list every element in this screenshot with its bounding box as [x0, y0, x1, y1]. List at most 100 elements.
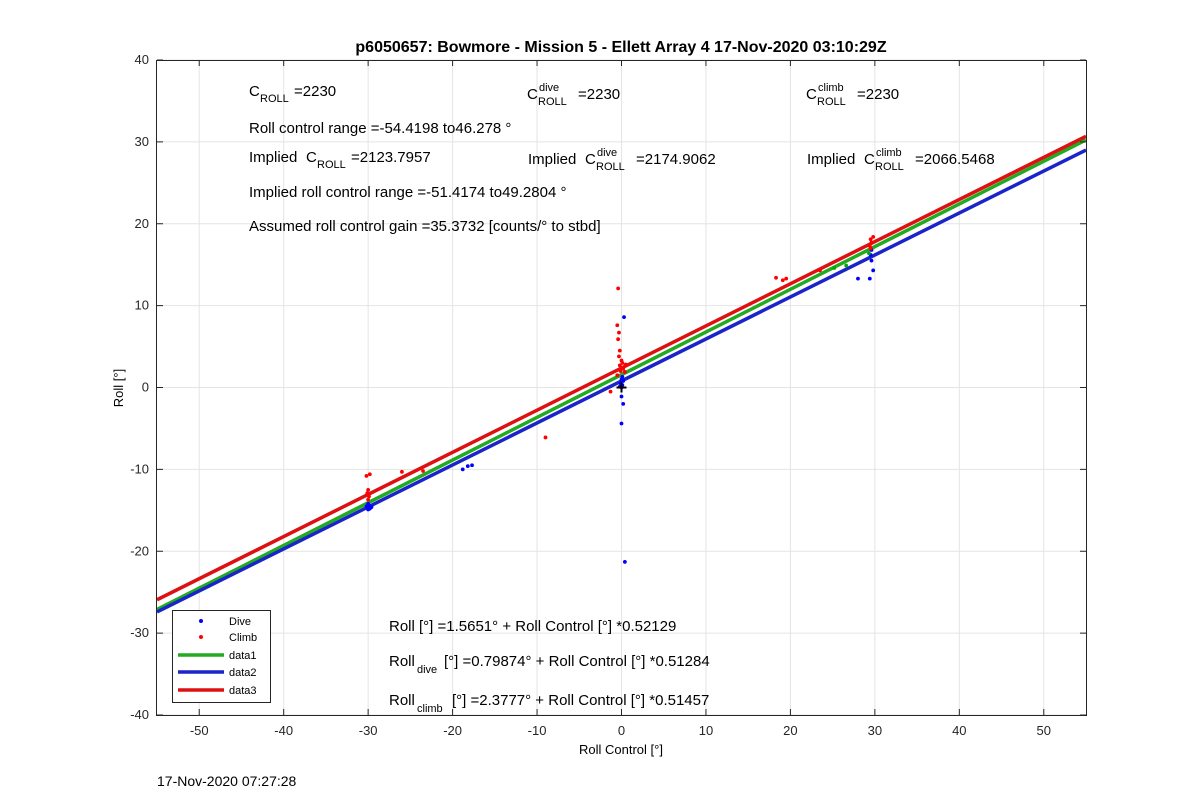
point-climb — [622, 370, 627, 374]
legend-label-data2: data2 — [229, 667, 257, 679]
x-tick-label: 10 — [699, 723, 713, 738]
y-tick-label: 10 — [135, 298, 149, 313]
annotation-implied-dive-prefix: Implied — [528, 151, 576, 168]
point-climb — [366, 487, 371, 492]
point-climb — [616, 337, 621, 342]
annotation-implied-roll-range: Implied roll control range =-51.4174 to4… — [249, 184, 566, 201]
x-axis-label: Roll Control [°] — [579, 742, 663, 757]
point-dive — [460, 467, 465, 472]
annotation-implied-c-roll-dive-sub: ROLL — [596, 161, 625, 173]
annotation-implied-c-roll-climb-sub: ROLL — [875, 161, 904, 173]
x-tick-label: -20 — [443, 723, 462, 738]
point-climb — [367, 494, 371, 499]
y-tick-label: 40 — [135, 52, 149, 67]
point-dive — [869, 258, 874, 263]
plot-data-layer — [157, 134, 1086, 614]
annotation-c-roll-climb: C ROLL climb =2230 — [806, 82, 899, 108]
point-climb — [608, 389, 613, 394]
annotation-c-roll-c: C — [249, 83, 260, 100]
x-tick-label: 20 — [783, 723, 797, 738]
point-climb — [617, 348, 622, 353]
x-tick-label: 40 — [952, 723, 966, 738]
x-tick-label: -30 — [359, 723, 378, 738]
point-dive — [470, 463, 474, 468]
point-climb — [868, 237, 873, 242]
point-dive — [619, 421, 624, 426]
point-climb — [623, 362, 628, 367]
x-tick-label: -10 — [528, 723, 547, 738]
y-axis-label: Roll [°] — [111, 369, 126, 407]
annotation-c-roll-dive: C ROLL dive =2230 — [527, 82, 620, 108]
point-climb-green — [832, 266, 837, 270]
point-dive — [871, 268, 876, 273]
annotation-c-roll-climb-value: =2230 — [857, 86, 899, 103]
point-climb — [617, 363, 622, 368]
plot-clipped-group — [157, 134, 1086, 614]
legend-label-data3: data3 — [229, 685, 257, 697]
annotation-fit-climb-rest: [°] =2.3777° + Roll Control [°] *0.51457 — [452, 692, 709, 709]
point-climb — [615, 373, 620, 378]
x-tick-label: 50 — [1037, 723, 1051, 738]
point-dive — [622, 315, 626, 319]
point-climb — [621, 366, 626, 371]
annotation-c-roll-climb-sub: ROLL — [817, 96, 846, 108]
annotation-c-roll-climb-sup: climb — [818, 82, 844, 94]
point-dive — [364, 504, 369, 509]
y-tick-label: -40 — [130, 707, 149, 722]
x-tick-label: 30 — [868, 723, 882, 738]
legend-label-data1: data1 — [229, 650, 257, 662]
point-climb — [421, 469, 425, 473]
point-climb-green — [844, 263, 849, 268]
legend-label-climb: Climb — [229, 632, 257, 644]
point-climb — [367, 472, 372, 477]
point-climb — [774, 275, 778, 280]
point-climb — [784, 276, 789, 281]
annotation-fit-dive-sub: dive — [417, 664, 437, 676]
annotation-c-roll-dive-sub: ROLL — [538, 96, 567, 108]
point-climb — [365, 491, 370, 496]
point-climb — [871, 234, 876, 239]
legend-marker-climb — [199, 635, 203, 639]
point-climb — [364, 474, 369, 478]
annotation-implied-c-roll-c: C — [306, 149, 317, 166]
annotation-implied-c-roll: C ROLL =2123.7957 — [306, 149, 431, 171]
annotation-c-roll-sub: ROLL — [260, 93, 289, 105]
legend-label-dive: Dive — [229, 616, 251, 628]
legend: Dive Climb data1 data2 data3 — [172, 610, 271, 703]
annotation-fit-dive-roll: Roll — [389, 653, 415, 670]
x-tick-label: -50 — [190, 723, 209, 738]
annotation-implied-c-roll-climb-c: C — [864, 151, 875, 168]
annotation-implied-c-roll-climb-sup: climb — [876, 147, 902, 159]
plot-area-frame — [156, 60, 1087, 716]
point-climb — [400, 469, 404, 474]
point-climb — [617, 354, 621, 359]
roll-regression-chart: p6050657: Bowmore - Mission 5 - Ellett A… — [111, 39, 1087, 757]
annotation-fit-climb-sub: climb — [417, 703, 443, 715]
annotation-roll-control-range: Roll control range =-54.4198 to46.278 ° — [249, 120, 511, 137]
annotation-c-roll-value: =2230 — [294, 83, 336, 100]
point-climb — [818, 268, 822, 273]
annotation-implied-climb-prefix: Implied — [807, 151, 855, 168]
point-climb-green — [867, 251, 871, 256]
point-climb — [543, 435, 548, 440]
annotation-fit-all: Roll [°] =1.5651° + Roll Control [°] *0.… — [389, 618, 676, 635]
point-climb — [617, 330, 621, 335]
annotation-c-roll-dive-sup: dive — [539, 82, 559, 94]
y-tick-label: -10 — [130, 461, 149, 476]
point-dive — [856, 276, 860, 281]
annotation-implied-c-roll-sub: ROLL — [317, 159, 346, 171]
y-tick-label: -30 — [130, 625, 149, 640]
annotation-fit-dive-rest: [°] =0.79874° + Roll Control [°] *0.5128… — [444, 653, 710, 670]
annotation-fit-climb-roll: Roll — [389, 692, 415, 709]
fit-line-data1 — [157, 138, 1086, 611]
point-dive — [622, 559, 627, 564]
annotation-implied-c-roll-dive-c: C — [585, 151, 596, 168]
annotation-c-roll-climb-c: C — [806, 86, 817, 103]
x-tick-label: -40 — [274, 723, 293, 738]
point-climb — [618, 369, 623, 374]
annotation-c-roll-dive-c: C — [527, 86, 538, 103]
footer-timestamp: 17-Nov-2020 07:27:28 — [157, 773, 297, 789]
point-dive — [867, 276, 872, 281]
point-dive — [369, 505, 374, 509]
annotation-implied-c-roll-dive-sup: dive — [597, 147, 617, 159]
